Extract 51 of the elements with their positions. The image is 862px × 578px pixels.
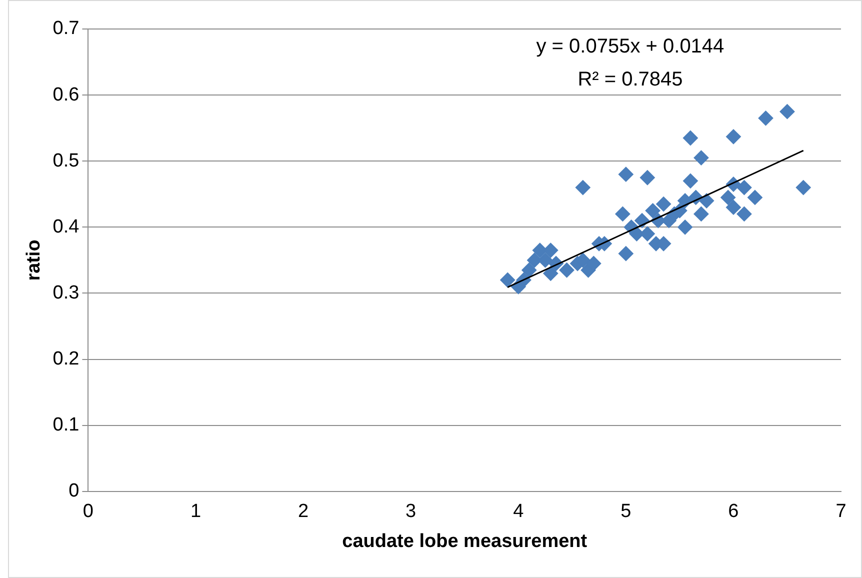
point xyxy=(694,206,709,222)
x-tick-label: 2 xyxy=(298,501,309,522)
point xyxy=(726,129,741,144)
point xyxy=(538,252,553,268)
x-tick-label: 7 xyxy=(836,501,846,522)
point xyxy=(747,190,762,205)
point xyxy=(618,166,634,182)
x-tick-label: 1 xyxy=(190,501,202,522)
annotation: R² = 0.7845 xyxy=(578,68,683,91)
point xyxy=(726,200,741,215)
point xyxy=(645,203,660,218)
point xyxy=(682,130,698,146)
point xyxy=(736,180,752,196)
point xyxy=(640,170,655,186)
point xyxy=(699,193,714,208)
point xyxy=(586,256,602,272)
point xyxy=(694,150,709,166)
point xyxy=(796,180,811,196)
point xyxy=(559,262,574,278)
y-tick-label: 0.7 xyxy=(52,18,80,40)
point xyxy=(678,220,693,235)
point xyxy=(615,206,630,222)
point xyxy=(634,213,650,228)
x-tick-label: 6 xyxy=(728,501,739,522)
point xyxy=(522,262,537,278)
y-tick-label: 0.5 xyxy=(52,150,80,172)
point xyxy=(543,266,558,281)
x-tick-label: 3 xyxy=(406,501,416,522)
y-tick-label: 0.1 xyxy=(52,414,80,436)
x-tick-label: 5 xyxy=(620,501,632,522)
y-tick-label: 0 xyxy=(68,480,80,502)
y-axis-title: ratio xyxy=(24,240,45,281)
point xyxy=(780,104,795,120)
y-tick-label: 0.3 xyxy=(52,282,80,304)
y-tick-label: 0.6 xyxy=(52,84,80,106)
point xyxy=(532,242,548,258)
point xyxy=(736,206,752,222)
point xyxy=(543,242,558,258)
y-tick-label: 0.2 xyxy=(52,348,80,370)
point xyxy=(720,190,736,205)
y-tick-label: 0.4 xyxy=(52,216,80,238)
point xyxy=(682,173,698,188)
annotation: y = 0.0755x + 0.0144 xyxy=(536,36,724,58)
x-axis-title: caudate lobe measurement xyxy=(342,530,588,552)
point xyxy=(500,272,516,288)
point xyxy=(575,180,590,196)
x-tick-label: 4 xyxy=(513,501,524,522)
point xyxy=(656,196,672,212)
point xyxy=(758,110,774,126)
x-tick-label: 0 xyxy=(82,501,94,522)
point xyxy=(618,246,634,262)
